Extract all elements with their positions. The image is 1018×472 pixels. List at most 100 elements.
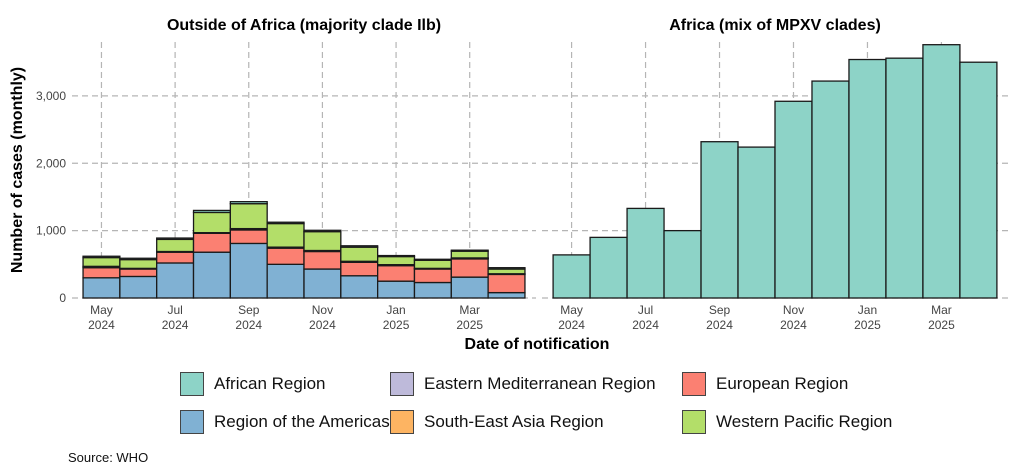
bar-segment-african-region [811, 80, 850, 299]
x-tick-label: 2024 [780, 318, 807, 332]
bar-segment-region-of-the-americas [303, 268, 342, 299]
x-tick-label: 2024 [558, 318, 585, 332]
panel-title: Africa (mix of MPXV clades) [669, 17, 881, 34]
legend-item-western-pacific-region: Western Pacific Region [682, 410, 892, 434]
panel-africa: Africa (mix of MPXV clades)May2024Jul202… [542, 17, 1008, 332]
x-tick-label: Mar [459, 303, 480, 317]
legend-item-african-region: African Region [180, 372, 326, 396]
x-tick-label: 2024 [235, 318, 262, 332]
bar-segment-african-region [848, 58, 887, 299]
legend-swatch [682, 372, 706, 396]
bar-segment-african-region [340, 245, 379, 248]
bar-segment-african-region [737, 146, 776, 299]
panel-title: Outside of Africa (majority clade Ilb) [167, 17, 441, 34]
bar-segment-african-region [413, 258, 452, 261]
x-tick-label: 2025 [456, 318, 483, 332]
legend-label: European Region [716, 374, 849, 393]
bar-segment-african-region [959, 61, 998, 299]
bar-segment-african-region [922, 44, 961, 299]
bar-segment-african-region [192, 209, 231, 214]
x-tick-label: 2025 [383, 318, 410, 332]
bar-segment-western-pacific-region [487, 268, 526, 275]
bar-segment-region-of-the-americas [450, 276, 489, 299]
y-tick-label: 3,000 [36, 89, 66, 103]
bar-segment-european-region [266, 247, 305, 265]
bar-segment-african-region [119, 257, 158, 261]
bar-segment-european-region [82, 267, 121, 279]
x-tick-label: Nov [312, 303, 333, 317]
x-tick-label: 2024 [706, 318, 733, 332]
x-axis-title: Date of notification [465, 336, 610, 353]
bar-segment-european-region [303, 250, 342, 270]
y-tick-label: 1,000 [36, 224, 66, 238]
bar-segment-african-region [626, 207, 665, 299]
bar-segment-western-pacific-region [303, 230, 342, 252]
bar-segment-western-pacific-region [450, 250, 489, 259]
bar-segment-region-of-the-americas [156, 262, 195, 299]
x-tick-label: 2024 [309, 318, 336, 332]
bar-segment-european-region [377, 265, 416, 282]
y-tick-label: 2,000 [36, 156, 66, 170]
x-tick-label: Jan [858, 303, 877, 317]
bar-segment-african-region [552, 254, 591, 299]
legend-item-south-east-asia-region: South-East Asia Region [390, 410, 604, 434]
bar-segment-african-region [377, 254, 416, 258]
bar-segment-european-region [192, 232, 231, 253]
bar-segment-region-of-the-americas [266, 263, 305, 299]
x-tick-label: Jul [638, 303, 653, 317]
bar-segment-european-region [450, 258, 489, 278]
bar-segment-region-of-the-americas [82, 277, 121, 299]
bar-segment-european-region [487, 273, 526, 294]
bar-segment-african-region [303, 229, 342, 233]
legend-swatch [390, 372, 414, 396]
legend-item-european-region: European Region [682, 372, 848, 396]
bar-segment-african-region [82, 255, 121, 259]
legend-swatch [682, 410, 706, 434]
legend-label: Western Pacific Region [716, 412, 893, 431]
legend-swatch [180, 410, 204, 434]
bar-segment-region-of-the-americas [487, 291, 526, 299]
bar-segment-western-pacific-region [266, 222, 305, 248]
bar-segment-region-of-the-americas [340, 275, 379, 299]
legend-label: South-East Asia Region [424, 412, 604, 431]
legend-label: Region of the Americas [214, 412, 390, 431]
x-tick-label: Jan [386, 303, 405, 317]
legend-label: Eastern Mediterranean Region [424, 374, 656, 393]
legend-swatch [390, 410, 414, 434]
bar-segment-european-region [340, 261, 379, 277]
x-tick-label: 2024 [632, 318, 659, 332]
bar-segment-european-region [119, 268, 158, 278]
bar-segment-region-of-the-americas [377, 280, 416, 299]
x-tick-label: Jul [167, 303, 182, 317]
bar-segment-western-pacific-region [229, 203, 268, 230]
bar-segment-western-pacific-region [377, 255, 416, 266]
y-axis-title: Number of cases (monthly) [9, 67, 26, 273]
bar-segment-european-region [413, 268, 452, 284]
x-tick-label: Nov [783, 303, 804, 317]
bar-segment-african-region [589, 236, 628, 299]
legend-swatch [180, 372, 204, 396]
bar-segment-african-region [774, 100, 813, 299]
bar-segment-african-region [450, 249, 489, 252]
mpox-cases-figure: Outside of Africa (majority clade Ilb) Ma… [9, 17, 1008, 353]
bar-segment-european-region [229, 229, 268, 245]
bar-segment-region-of-the-americas [192, 251, 231, 299]
bar-segment-european-region [156, 251, 195, 264]
bar-segment-western-pacific-region [413, 259, 452, 270]
bar-segment-african-region [156, 237, 195, 241]
bar-segment-western-pacific-region [192, 211, 231, 234]
legend-item-eastern-mediterranean-region: Eastern Mediterranean Region [390, 372, 656, 396]
axes-common: Date of notification Number of cases (mon… [9, 67, 609, 353]
x-tick-label: 2024 [162, 318, 189, 332]
bar-segment-western-pacific-region [82, 256, 121, 267]
x-tick-label: May [90, 303, 113, 317]
bar-segment-western-pacific-region [156, 238, 195, 253]
bar-segment-african-region [663, 229, 702, 299]
bar-segment-african-region [266, 221, 305, 225]
legend-item-region-of-the-americas: Region of the Americas [180, 410, 390, 434]
legend: African Region Eastern Mediterranean Reg… [180, 372, 980, 444]
x-tick-label: Mar [931, 303, 952, 317]
x-tick-label: May [560, 303, 583, 317]
bar-segment-western-pacific-region [119, 258, 158, 270]
x-tick-label: 2025 [854, 318, 881, 332]
